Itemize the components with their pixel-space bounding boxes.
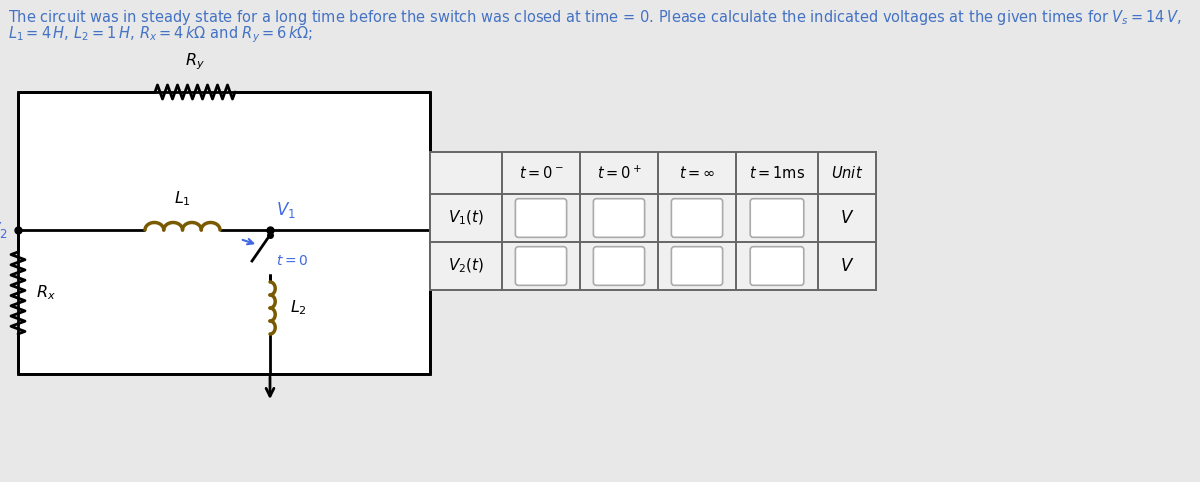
Text: $\mathit{V}$: $\mathit{V}$ xyxy=(840,209,854,227)
Text: $V_1$: $V_1$ xyxy=(276,200,295,220)
Text: $L_1$: $L_1$ xyxy=(174,189,191,208)
FancyBboxPatch shape xyxy=(515,247,566,285)
Text: $t=0^-$: $t=0^-$ xyxy=(518,165,563,181)
Text: $L_2$: $L_2$ xyxy=(290,299,307,317)
Circle shape xyxy=(454,220,517,284)
Text: −: − xyxy=(476,253,493,271)
Text: $\mathit{Unit}$: $\mathit{Unit}$ xyxy=(830,165,863,181)
Text: $V_1(t)$: $V_1(t)$ xyxy=(448,209,484,227)
Bar xyxy=(18,92,430,374)
Text: $t=\infty$: $t=\infty$ xyxy=(679,165,715,181)
FancyBboxPatch shape xyxy=(671,247,722,285)
FancyBboxPatch shape xyxy=(593,199,644,237)
FancyBboxPatch shape xyxy=(750,247,804,285)
Text: $t=1\mathrm{ms}$: $t=1\mathrm{ms}$ xyxy=(749,165,805,181)
FancyBboxPatch shape xyxy=(750,199,804,237)
Text: The circuit was in steady state for a long time before the switch was closed at : The circuit was in steady state for a lo… xyxy=(8,8,1182,27)
Text: $V_2$: $V_2$ xyxy=(0,220,8,240)
Text: $V_s$: $V_s$ xyxy=(523,242,542,262)
Text: $\mathit{V}$: $\mathit{V}$ xyxy=(840,257,854,275)
Text: $t = 0$: $t = 0$ xyxy=(276,254,308,268)
Text: $R_y$: $R_y$ xyxy=(185,52,205,72)
Text: $V_2(t)$: $V_2(t)$ xyxy=(448,257,484,275)
Text: +: + xyxy=(476,232,493,252)
Text: $L_1 = 4\,H,\, L_2 = 1\,H,\, R_x = 4\,k\Omega$ and $R_y = 6\,k\Omega$;: $L_1 = 4\,H,\, L_2 = 1\,H,\, R_x = 4\,k\… xyxy=(8,24,313,45)
Text: $R_x$: $R_x$ xyxy=(36,283,55,302)
FancyBboxPatch shape xyxy=(515,199,566,237)
Text: $t=0^+$: $t=0^+$ xyxy=(596,164,641,182)
Bar xyxy=(430,152,876,290)
FancyBboxPatch shape xyxy=(671,199,722,237)
FancyBboxPatch shape xyxy=(593,247,644,285)
